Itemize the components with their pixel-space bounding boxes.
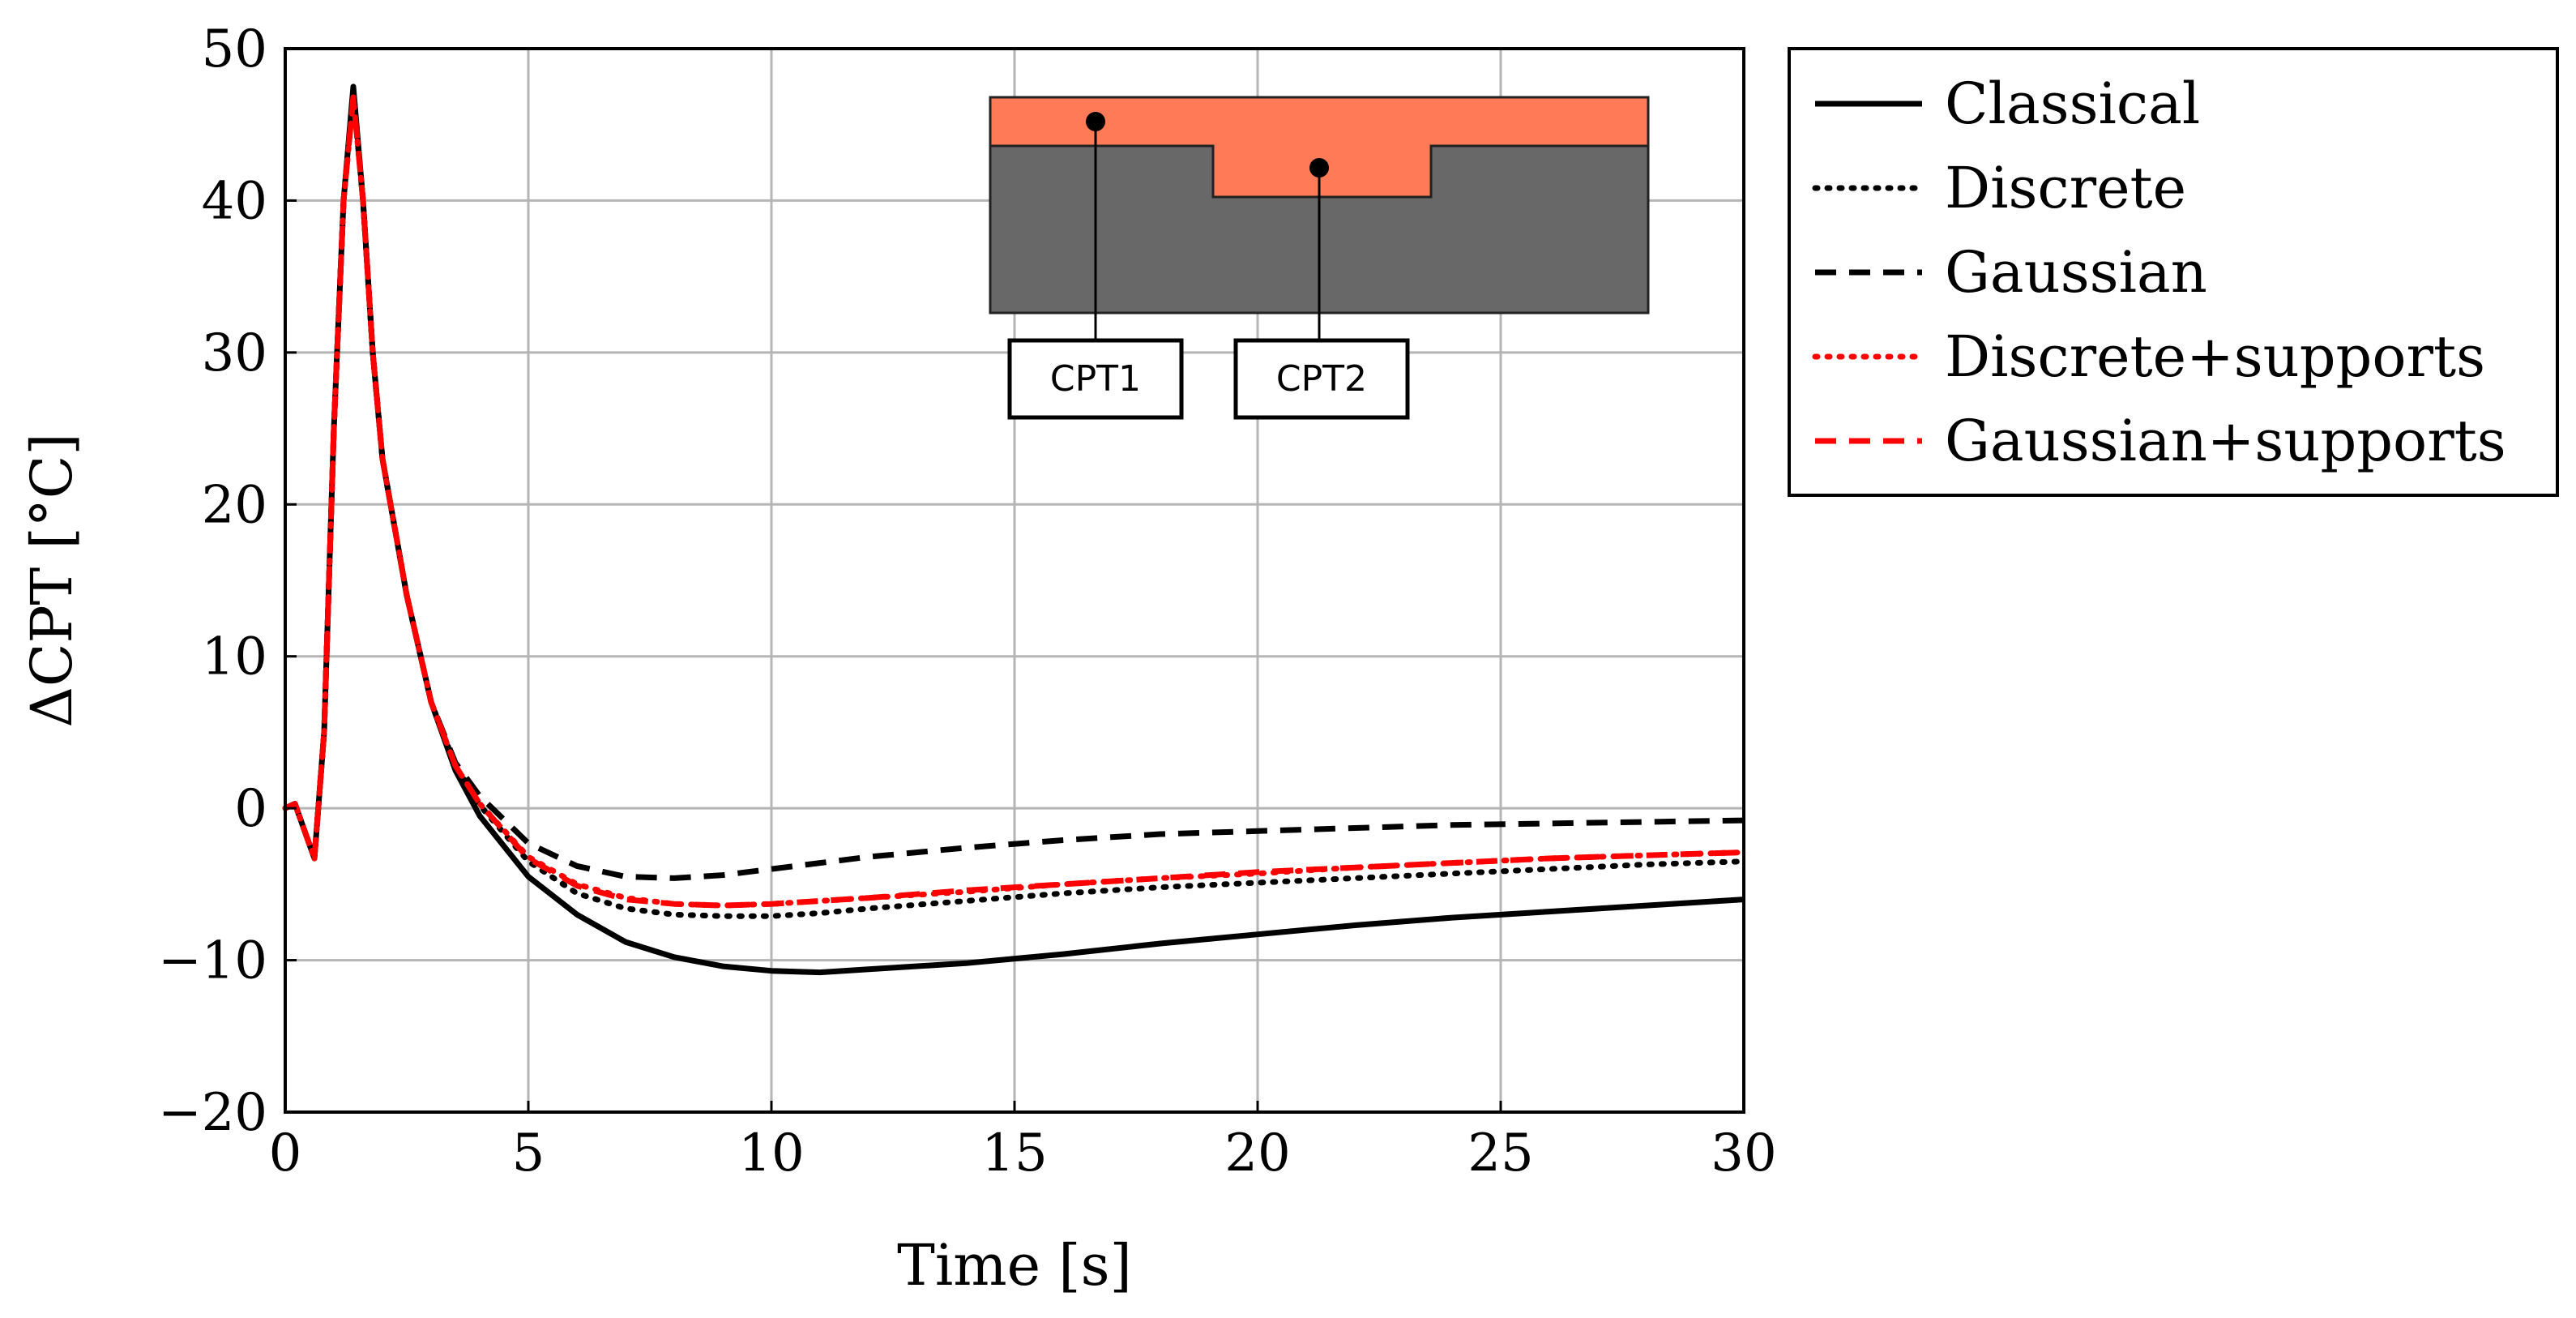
cpt1-probe-point — [1086, 112, 1105, 131]
legend-label-3: Discrete+supports — [1945, 323, 2485, 390]
legend: Classical Discrete Gaussian Discrete+suppor… — [1788, 47, 2559, 497]
x-axis-title: Time [s] — [897, 1232, 1132, 1299]
x-tick-label-5: 25 — [1467, 1123, 1533, 1183]
series-line-gaussian-supports — [284, 94, 1745, 909]
series-group — [282, 83, 1747, 976]
x-tick-label-0: 0 — [269, 1123, 302, 1183]
y-tick-label-3: 10 — [202, 627, 267, 687]
y-tick-label-4: 20 — [202, 475, 267, 535]
x-tick-label-1: 5 — [512, 1123, 545, 1183]
y-tick-label-2: 0 — [234, 779, 267, 839]
x-tick-label-2: 10 — [738, 1123, 804, 1183]
y-tick-label-0: −20 — [158, 1083, 267, 1143]
inset-diagram: CPT1 CPT2 — [989, 96, 1650, 420]
series-line-gaussian — [284, 91, 1745, 881]
tick-labels: 0 5 10 15 20 25 30 −20 −10 0 10 20 30 40 50 — [158, 19, 1777, 1183]
y-axis-title: ΔCPT [°C] — [19, 433, 85, 727]
legend-label-4: Gaussian+supports — [1945, 408, 2506, 474]
y-tick-label-1: −10 — [158, 931, 267, 991]
legend-label-2: Gaussian — [1945, 239, 2207, 306]
legend-label-0: Classical — [1945, 71, 2200, 137]
cpt1-label-box — [1007, 338, 1184, 420]
y-tick-label-7: 50 — [202, 19, 267, 79]
x-tick-label-6: 30 — [1711, 1123, 1776, 1183]
legend-label-1: Discrete — [1945, 155, 2186, 221]
cpt2-label-box — [1233, 338, 1410, 420]
x-tick-label-4: 20 — [1224, 1123, 1290, 1183]
y-tick-label-5: 30 — [202, 323, 267, 383]
cpt1-label: CPT1 — [1050, 358, 1141, 400]
cpt2-label: CPT2 — [1276, 358, 1367, 400]
y-tick-label-6: 40 — [202, 171, 267, 231]
cpt2-probe-point — [1309, 158, 1329, 178]
x-tick-label-3: 15 — [981, 1123, 1047, 1183]
